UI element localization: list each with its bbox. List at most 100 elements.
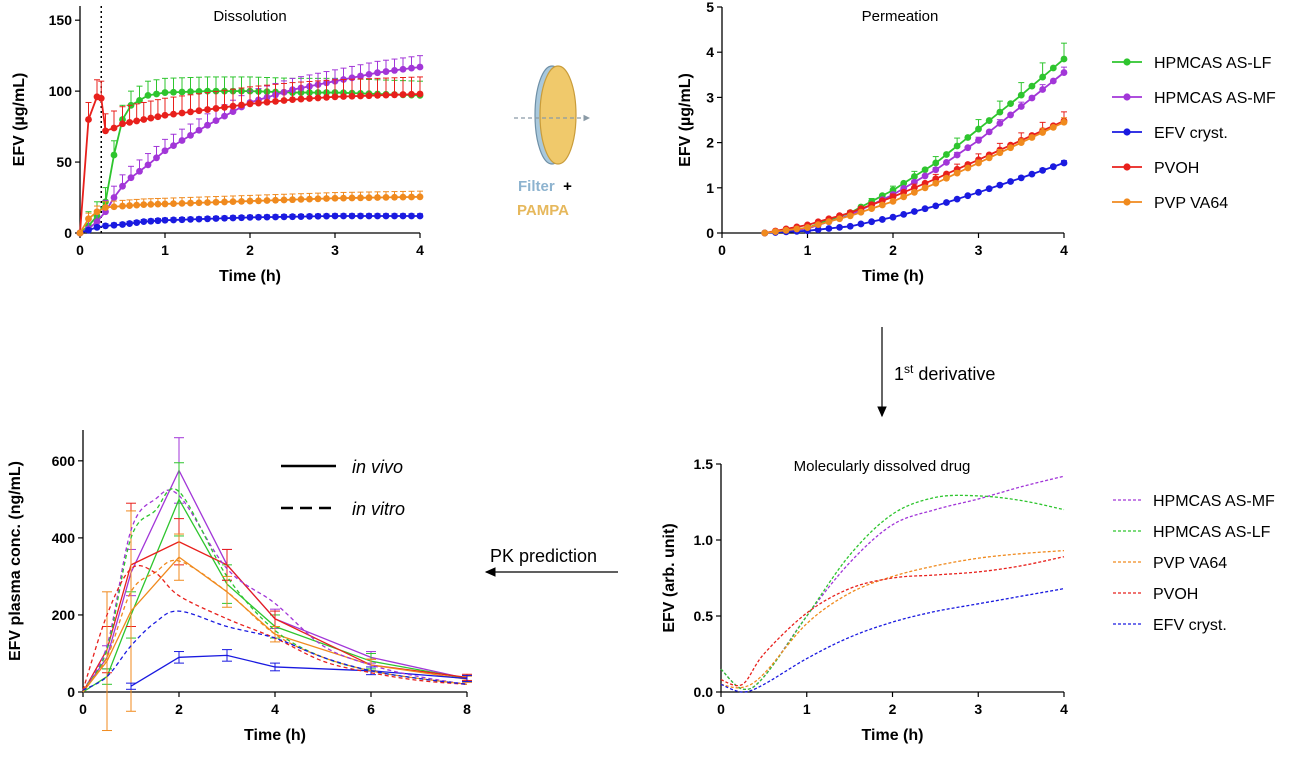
permeation-efv-cryst--point (1017, 174, 1025, 182)
permeation-pvp-va64-point (1039, 129, 1047, 136)
molecular-legend-item: PVOH (1113, 586, 1198, 603)
dissolution-pvp-va64-point (297, 195, 305, 203)
permeation-hpmcas-as-mf-point (975, 136, 982, 144)
permeation-legend-marker (1123, 58, 1131, 66)
dissolution-y-tick-label: 150 (49, 12, 73, 28)
dissolution-pvoh-point (297, 95, 305, 103)
dissolution-pvoh-point (323, 93, 330, 101)
permeation-legend-item: HPMCAS AS-LF (1112, 55, 1272, 72)
dissolution-pvoh-point (314, 94, 322, 102)
dissolution-pvp-va64-point (331, 194, 339, 202)
derivative-label: 1st derivative (894, 362, 995, 384)
dissolution-efv-cryst--point (161, 216, 169, 224)
dissolution-pvoh-point (221, 103, 228, 111)
dissolution-pvoh-point (238, 101, 245, 109)
dissolution-pvoh-point (357, 92, 364, 100)
dissolution-y-tick-label: 0 (64, 225, 72, 241)
pk-y-tick-label: 200 (52, 607, 76, 623)
molecular-legend-item: HPMCAS AS-MF (1113, 493, 1275, 510)
pampa-disc-icon (539, 65, 577, 165)
permeation-y-tick-label: 4 (706, 44, 714, 60)
dissolution-efv-cryst--point (314, 212, 322, 220)
permeation-efv-cryst--point (825, 225, 833, 232)
dissolution-y-axis-label: EFV (µg/mL) (11, 73, 28, 167)
dissolution-pvp-va64-point (314, 195, 322, 203)
molecular-pvoh-line (720, 556, 1065, 687)
dissolution-hpmcas-as-lf-point (170, 88, 177, 96)
molecular-hpmcas-as-lf-line (720, 494, 1065, 690)
permeation-pvp-va64-point (1017, 139, 1025, 147)
dissolution-hpmcas-as-mf-point (408, 64, 415, 72)
permeation-hpmcas-as-mf-point (985, 128, 993, 136)
molecular-y-tick-label: 1.0 (694, 532, 714, 548)
permeation-hpmcas-as-lf-point (921, 166, 929, 174)
permeation-pvp-va64-point (932, 179, 940, 187)
permeation-efv-cryst--point (857, 220, 865, 228)
dissolution-efv-cryst--point (374, 212, 381, 220)
dissolution-hpmcas-as-mf-point (365, 70, 373, 78)
permeation-x-tick-label: 2 (889, 242, 897, 258)
permeation-pvp-va64-point (878, 201, 886, 209)
permeation-pvp-va64-point (836, 215, 843, 223)
dissolution-efv-cryst--point (416, 212, 424, 220)
pk-pvoh-dashed-line (82, 564, 468, 691)
pk-x-tick-label: 2 (175, 701, 183, 717)
dissolution-pvoh-point (229, 102, 237, 110)
permeation-efv-cryst--point (878, 216, 886, 223)
dissolution-pvp-va64-point (365, 194, 373, 202)
permeation-hpmcas-as-mf-point (1028, 94, 1036, 102)
pk-hpmcas-as-lf-solid-line (82, 497, 468, 693)
dissolution-x-tick-label: 2 (246, 242, 254, 258)
permeation-legend-label: HPMCAS AS-LF (1154, 55, 1272, 72)
pk-hpmcas-as-mf-dashed-line (82, 489, 468, 691)
permeation-title: Permeation (862, 8, 939, 25)
dissolution-pvoh-point (348, 92, 356, 100)
dissolution-pvp-va64-point (93, 208, 101, 216)
pk-x-tick-label: 4 (271, 701, 279, 717)
dissolution-efv-cryst--point (238, 214, 245, 222)
pk-y-tick-label: 0 (67, 684, 75, 700)
permeation-pvp-va64-point (761, 229, 769, 237)
dissolution-hpmcas-as-mf-point (399, 65, 407, 73)
dissolution-pvoh-point (204, 106, 211, 113)
permeation-hpmcas-as-lf-point (964, 134, 972, 141)
dissolution-hpmcas-as-lf-point (161, 89, 169, 96)
permeation-hpmcas-as-lf-point (900, 179, 908, 187)
permeation-hpmcas-as-lf-point (985, 117, 993, 124)
molecular-pvp-va64-line (720, 549, 1065, 689)
dissolution-pvp-va64-point (161, 200, 169, 208)
dissolution-hpmcas-as-lf-line (79, 90, 421, 234)
dissolution-hpmcas-as-lf-point (110, 151, 118, 159)
pk-y-axis-label: EFV plasma conc. (ng/mL) (7, 461, 24, 661)
permeation-hpmcas-as-lf-point (975, 125, 982, 133)
dissolution-pvp-va64-point (178, 199, 186, 207)
pk-legend-item: in vitro (281, 499, 405, 519)
permeation-pvp-va64-point (804, 224, 811, 231)
dissolution-pvp-va64-point (357, 194, 364, 202)
dissolution-pvoh-point (289, 96, 296, 104)
permeation-hpmcas-as-mf-point (1007, 111, 1014, 119)
molecular-y-tick-label: 0.5 (694, 608, 714, 624)
dissolution-efv-cryst--point (357, 212, 364, 220)
dissolution-efv-cryst--point (170, 216, 177, 224)
dissolution-pvp-va64-point (154, 200, 162, 208)
molecular-y-tick-label: 1.5 (694, 456, 714, 472)
dissolution-hpmcas-as-lf-point (144, 91, 152, 99)
permeation-efv-cryst--point (1028, 170, 1036, 178)
permeation-legend-item: PVOH (1112, 160, 1199, 177)
dissolution-hpmcas-as-mf-point (382, 68, 390, 75)
dissolution-pvoh-point (133, 117, 141, 125)
dissolution-pvoh-point (306, 95, 313, 102)
dissolution-hpmcas-as-lf-point (195, 88, 203, 95)
dissolution-hpmcas-as-mf-point (127, 174, 135, 182)
molecular-y-tick-label: 0.0 (694, 684, 714, 700)
permeation-efv-cryst--point (910, 208, 918, 215)
dissolution-efv-cryst--point (323, 212, 330, 220)
dissolution-pvoh-point (170, 110, 177, 118)
dissolution-pvp-va64-point (119, 202, 126, 210)
dissolution-efv-cryst--point (221, 214, 228, 222)
molecular-legend-label: HPMCAS AS-MF (1153, 493, 1275, 510)
permeation-legend-marker (1123, 163, 1131, 171)
dissolution-efv-cryst--point (263, 213, 271, 221)
permeation-efv-cryst--point (1060, 159, 1068, 167)
